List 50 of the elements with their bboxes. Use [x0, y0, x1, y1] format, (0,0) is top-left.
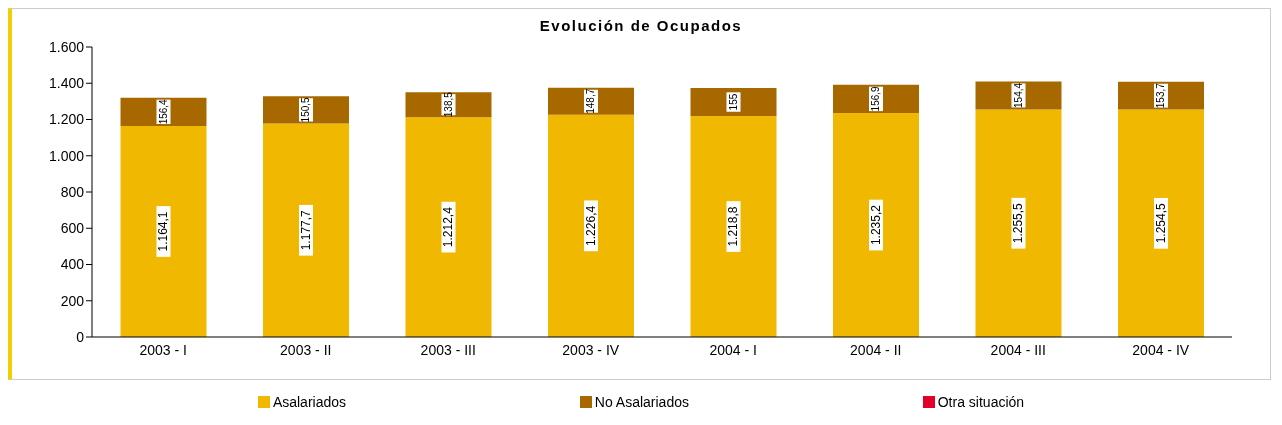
data-label: 1.255,5: [1011, 202, 1026, 244]
y-tick-label: 0: [76, 328, 85, 345]
bar: [975, 81, 1062, 110]
y-tick-label: 1.400: [48, 75, 85, 92]
legend-label: No Asalariados: [594, 394, 689, 410]
y-tick-label: 600: [60, 220, 85, 237]
x-tick-label: 2004 - III: [990, 341, 1046, 358]
y-tick-label: 1.200: [48, 111, 85, 128]
bar: [405, 117, 492, 337]
x-tick-label: 2004 - II: [850, 341, 902, 358]
x-tick-label: 2003 - IV: [562, 341, 620, 358]
data-label: 1.235,2: [869, 204, 883, 246]
data-label: 1.212,4: [441, 206, 456, 248]
data-label: 153,7: [1155, 82, 1167, 109]
y-tick-label: 1.600: [48, 38, 85, 55]
legend-label: Otra situación: [937, 394, 1025, 410]
y-tick-label: 200: [60, 292, 85, 309]
bar: [975, 109, 1062, 337]
data-label: 150,5: [300, 96, 312, 123]
bar: [548, 87, 634, 115]
bar: [690, 88, 777, 117]
data-label: 138,5: [443, 91, 454, 118]
y-tick-label: 800: [60, 183, 85, 200]
data-label: 154,4: [1013, 82, 1024, 108]
bar: [263, 123, 349, 337]
y-tick-label: 1.000: [48, 147, 85, 164]
legend-label: Asalariados: [272, 394, 347, 410]
x-tick-label: 2003 - II: [280, 341, 332, 358]
data-label: 1.164,1: [156, 211, 171, 252]
chart-title: Evolución de Ocupados: [538, 16, 744, 36]
data-label: 156,4: [158, 98, 169, 125]
bar: [690, 116, 777, 337]
data-label: 155: [728, 93, 739, 111]
x-tick-label: 2003 - I: [139, 341, 187, 358]
data-label: 1.218,8: [726, 206, 741, 247]
bar: [1118, 109, 1204, 337]
bar: [833, 113, 919, 337]
y-tick-label: 400: [60, 256, 85, 273]
data-label: 148,7: [585, 88, 597, 114]
x-tick-label: 2004 - I: [709, 341, 757, 358]
data-label: 156,9: [870, 85, 882, 112]
data-label: 1.226,4: [584, 205, 598, 246]
x-tick-label: 2004 - IV: [1132, 341, 1190, 358]
bar: [263, 96, 349, 124]
bar: [548, 114, 634, 337]
x-tick-label: 2003 - III: [420, 341, 476, 358]
data-label: 1.254,5: [1154, 202, 1168, 244]
bar: [120, 126, 207, 337]
bar: [1118, 81, 1204, 110]
data-label: 1.177,7: [299, 209, 313, 251]
